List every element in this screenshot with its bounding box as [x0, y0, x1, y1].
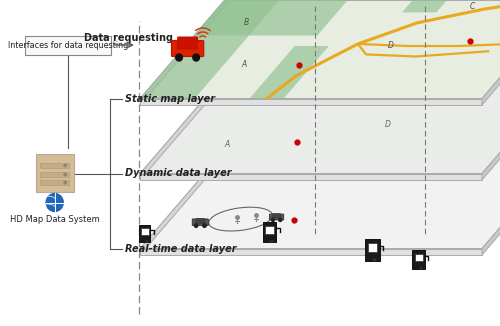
Polygon shape	[140, 143, 500, 248]
Circle shape	[46, 194, 63, 212]
Polygon shape	[230, 68, 500, 75]
FancyBboxPatch shape	[36, 154, 74, 192]
Circle shape	[193, 54, 200, 61]
FancyBboxPatch shape	[270, 214, 283, 220]
Polygon shape	[140, 0, 500, 98]
FancyBboxPatch shape	[412, 250, 425, 269]
Polygon shape	[482, 143, 500, 255]
Text: C: C	[470, 2, 475, 11]
Circle shape	[64, 173, 66, 176]
Text: Dynamic data layer: Dynamic data layer	[125, 169, 232, 179]
Text: B: B	[233, 97, 238, 107]
Text: D: D	[384, 120, 390, 129]
Polygon shape	[140, 68, 230, 180]
Circle shape	[64, 181, 66, 184]
FancyBboxPatch shape	[40, 180, 69, 185]
Polygon shape	[402, 0, 452, 12]
Circle shape	[64, 164, 66, 167]
FancyBboxPatch shape	[196, 218, 204, 223]
Text: A: A	[242, 60, 247, 69]
Polygon shape	[140, 0, 285, 98]
FancyBboxPatch shape	[418, 267, 422, 269]
Text: HD Map Data System: HD Map Data System	[10, 215, 100, 224]
FancyBboxPatch shape	[365, 239, 380, 261]
FancyBboxPatch shape	[40, 163, 69, 168]
FancyBboxPatch shape	[178, 37, 198, 49]
Polygon shape	[140, 143, 230, 255]
FancyBboxPatch shape	[25, 36, 110, 54]
Circle shape	[176, 54, 182, 61]
Polygon shape	[482, 0, 500, 105]
FancyBboxPatch shape	[262, 222, 276, 243]
Polygon shape	[140, 68, 500, 173]
FancyBboxPatch shape	[144, 240, 148, 242]
Circle shape	[203, 224, 206, 227]
FancyBboxPatch shape	[415, 254, 423, 261]
Text: C: C	[461, 79, 466, 88]
Circle shape	[272, 218, 274, 221]
Polygon shape	[194, 0, 354, 36]
FancyBboxPatch shape	[368, 243, 378, 252]
Polygon shape	[250, 46, 329, 98]
Polygon shape	[230, 143, 500, 150]
FancyBboxPatch shape	[372, 259, 376, 261]
FancyBboxPatch shape	[273, 214, 280, 218]
FancyBboxPatch shape	[142, 228, 149, 235]
Text: Interfaces for data requesting: Interfaces for data requesting	[8, 40, 128, 50]
FancyBboxPatch shape	[40, 172, 69, 177]
Polygon shape	[482, 68, 500, 180]
Text: Real-time data layer: Real-time data layer	[125, 244, 236, 254]
Polygon shape	[140, 173, 482, 180]
Polygon shape	[140, 0, 230, 105]
Circle shape	[279, 218, 281, 221]
Text: D: D	[388, 41, 394, 51]
Text: Data requesting: Data requesting	[84, 33, 173, 43]
Polygon shape	[140, 98, 482, 105]
FancyBboxPatch shape	[192, 219, 208, 226]
Text: Static map layer: Static map layer	[125, 94, 215, 103]
FancyBboxPatch shape	[265, 226, 274, 234]
Circle shape	[194, 224, 198, 227]
FancyBboxPatch shape	[172, 40, 204, 56]
Text: B: B	[244, 18, 248, 27]
Polygon shape	[140, 248, 482, 255]
FancyBboxPatch shape	[139, 225, 150, 242]
FancyBboxPatch shape	[270, 240, 273, 243]
Text: A: A	[224, 140, 230, 149]
